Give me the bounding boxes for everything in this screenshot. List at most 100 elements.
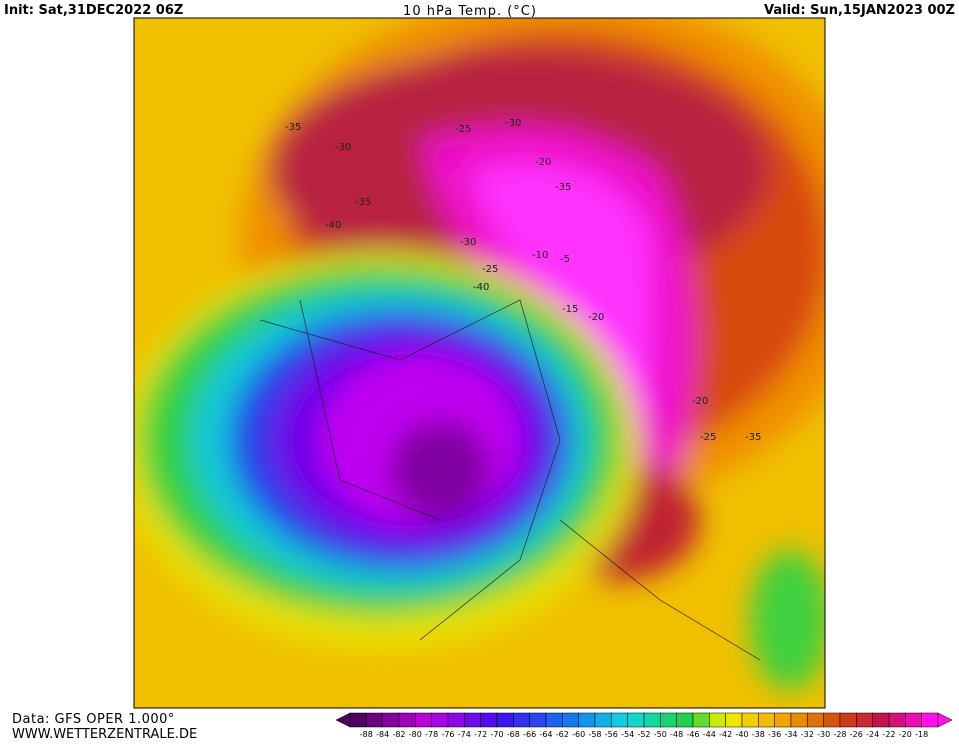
contour-label: -15 [562,304,578,315]
colorbar-swatch [578,712,596,728]
colorbar-label: -84 [376,730,389,739]
contour-label: -25 [700,432,716,443]
data-source: Data: GFS OPER 1.000° [12,712,175,727]
colorbar-swatch [725,712,743,728]
colorbar-label: -56 [605,730,618,739]
colorbar-swatch [398,712,416,728]
colorbar-swatch [856,712,873,728]
colorbar-swatch [741,712,759,728]
colorbar-swatch [921,712,939,728]
colorbar-swatch [366,712,383,728]
colorbar-label: -54 [621,730,634,739]
colorbar-swatch [611,712,628,728]
contour-label: -40 [325,220,341,231]
contour-label: -30 [460,237,476,248]
colorbar-swatch [839,712,857,728]
colorbar-label: -76 [441,730,454,739]
colorbar-swatch [709,712,726,728]
contour-label: -20 [535,157,551,168]
colorbar-label: -30 [817,730,830,739]
colorbar-arrow-left [335,712,351,728]
colorbar-label: -36 [768,730,781,739]
colorbar-swatch [349,712,367,728]
colorbar-swatch [790,712,808,728]
colorbar-label: -32 [801,730,814,739]
colorbar-label: -42 [719,730,732,739]
colorbar-label: -66 [523,730,536,739]
colorbar-label: -38 [752,730,765,739]
contour-label: -5 [560,254,570,265]
contour-label: -25 [455,124,471,135]
colorbar-swatch [382,712,400,728]
contour-label: -35 [555,182,571,193]
colorbar: -88 -84 -82 -80 -78 -76 -74 -72 -70 -68 -66 -64 -62-… [335,712,953,739]
colorbar-label: -60 [572,730,585,739]
colorbar-swatch [660,712,677,728]
colorbar-swatch [496,712,514,728]
colorbar-swatch [676,712,694,728]
colorbar-label: -22 [882,730,895,739]
colorbar-label: -82 [392,730,405,739]
contour-label: -40 [473,282,489,293]
contour-label: -35 [745,432,761,443]
colorbar-label: -80 [409,730,422,739]
contour-label: -20 [588,312,604,323]
colorbar-swatch [888,712,906,728]
init-time: Init: Sat,31DEC2022 06Z [4,3,183,18]
colorbar-label: -62 [556,730,569,739]
colorbar-label: -64 [539,730,552,739]
colorbar-label: -34 [784,730,797,739]
colorbar-swatch [545,712,563,728]
website: WWW.WETTERZENTRALE.DE [12,727,197,741]
colorbar-label: -40 [735,730,748,739]
colorbar-swatch [513,712,530,728]
colorbar-swatch [774,712,792,728]
colorbar-swatch [480,712,498,728]
colorbar-label: -88 [360,730,373,739]
colorbar-swatch [872,712,890,728]
colorbar-label: -70 [490,730,503,739]
colorbar-label: -20 [899,730,912,739]
colorbar-label: -18 [915,730,928,739]
colorbar-swatch [594,712,612,728]
colorbar-label: -72 [474,730,487,739]
colorbar-label: -58 [588,730,601,739]
colorbar-label: -26 [850,730,863,739]
colorbar-swatch [431,712,449,728]
colorbar-swatch [464,712,481,728]
contour-label: -20 [692,396,708,407]
colorbar-label: -44 [703,730,716,739]
colorbar-swatch [823,712,841,728]
colorbar-label: -48 [670,730,683,739]
colorbar-arrow-right [937,712,953,728]
contour-label: -25 [482,264,498,275]
colorbar-swatch [758,712,775,728]
colorbar-swatch [447,712,465,728]
map-title: 10 hPa Temp. (°C) [403,4,537,19]
map-field: -35 -30 -35 -25 -30 -20 -35 -40 -25 -40 -10 -5 -15 -2… [134,18,825,708]
colorbar-label: -74 [458,730,471,739]
colorbar-label: -50 [654,730,667,739]
contour-label: -10 [532,250,548,261]
colorbar-swatch [627,712,645,728]
colorbar-swatch [415,712,432,728]
colorbar-swatch [692,712,710,728]
contour-label: -30 [505,118,521,129]
colorbar-label: -28 [833,730,846,739]
colorbar-swatch [562,712,579,728]
colorbar-swatch [807,712,824,728]
colorbar-swatch [529,712,547,728]
contour-label: -35 [285,122,301,133]
colorbar-label: -68 [507,730,520,739]
colorbar-swatch [643,712,661,728]
colorbar-label: -52 [637,730,650,739]
valid-time: Valid: Sun,15JAN2023 00Z [764,3,955,18]
contour-label: -30 [335,142,351,153]
colorbar-label: -78 [425,730,438,739]
colorbar-swatch [905,712,922,728]
colorbar-label: -24 [866,730,879,739]
contour-label: -35 [355,197,371,208]
colorbar-label: -46 [686,730,699,739]
map-frame [133,17,826,709]
